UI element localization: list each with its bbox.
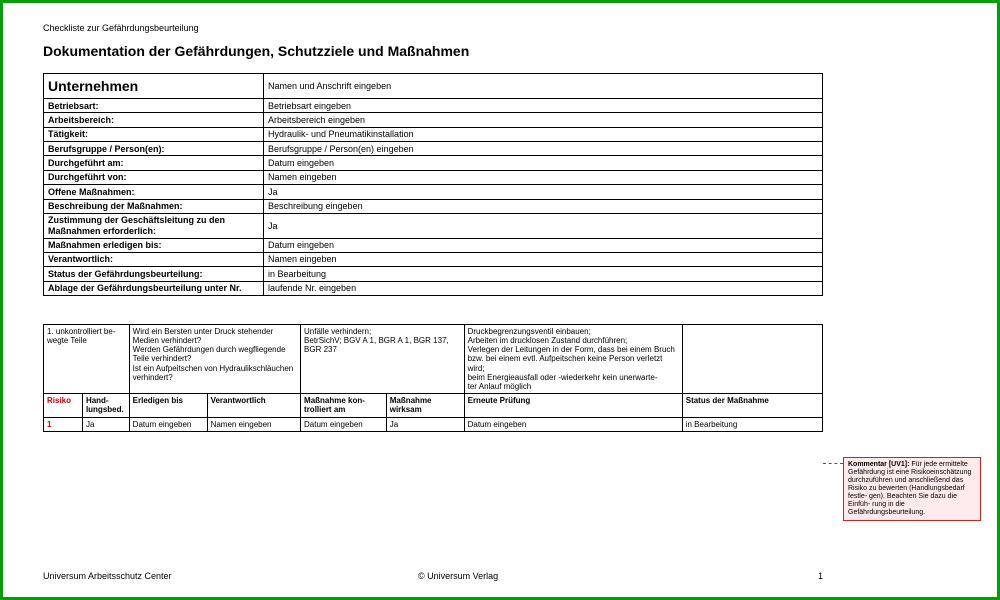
hazard-data-cell: Datum eingeben <box>129 417 207 431</box>
form-row-value: Datum eingeben <box>264 238 823 252</box>
hazard-table: 1. unkontrolliert be- wegte TeileWird ei… <box>43 324 823 432</box>
hazard-header-cell: Erneute Prüfung <box>464 394 682 417</box>
form-row-label: Verantwortlich: <box>44 252 264 266</box>
form-row-value: Namen eingeben <box>264 252 823 266</box>
hazard-data-cell: in Bearbeitung <box>682 417 822 431</box>
form-row-value: Beschreibung eingeben <box>264 199 823 213</box>
comment-box: Kommentar [UV1]: Für jede ermittelte Gef… <box>843 457 981 521</box>
form-row-value: Betriebsart eingeben <box>264 99 823 113</box>
form-row-label: Durchgeführt am: <box>44 156 264 170</box>
comment-leader-line <box>823 463 843 464</box>
footer-left: Universum Arbeitsschutz Center <box>43 571 418 581</box>
hazard-header-cell: Hand- lungsbed. <box>82 394 129 417</box>
form-row-label: Durchgeführt von: <box>44 170 264 184</box>
hazard-top-cell: 1. unkontrolliert be- wegte Teile <box>44 324 130 393</box>
hazard-data-cell: Ja <box>82 417 129 431</box>
document-page: Checkliste zur Gefährdungsbeurteilung Do… <box>43 23 823 432</box>
form-row-value: in Bearbeitung <box>264 267 823 281</box>
hazard-top-cell: Wird ein Bersten unter Druck stehender M… <box>129 324 300 393</box>
form-row-value: Berufsgruppe / Person(en) eingeben <box>264 142 823 156</box>
hazard-top-cell: Druckbegrenzungsventil einbauen; Arbeite… <box>464 324 682 393</box>
form-row-value: Datum eingeben <box>264 156 823 170</box>
hazard-header-cell: Maßnahme kon- trolliert am <box>301 394 387 417</box>
form-row-label: Status der Gefährdungsbeurteilung: <box>44 267 264 281</box>
form-row-label: Unternehmen <box>44 74 264 99</box>
form-row-value: Namen eingeben <box>264 170 823 184</box>
form-row-value: Arbeitsbereich eingeben <box>264 113 823 127</box>
comment-body: Für jede ermittelte Gefährdung ist eine … <box>848 461 971 516</box>
hazard-top-cell: Unfälle verhindern; BetrSichV; BGV A 1, … <box>301 324 465 393</box>
footer-page-number: 1 <box>793 571 823 581</box>
form-row-value: Namen und Anschrift eingeben <box>264 74 823 99</box>
pretitle: Checkliste zur Gefährdungsbeurteilung <box>43 23 823 33</box>
lower-section: 1. unkontrolliert be- wegte TeileWird ei… <box>43 324 823 432</box>
document-title: Dokumentation der Gefährdungen, Schutzzi… <box>43 43 823 59</box>
form-row-label: Arbeitsbereich: <box>44 113 264 127</box>
form-table: UnternehmenNamen und Anschrift eingebenB… <box>43 73 823 296</box>
form-row-value: Ja <box>264 213 823 238</box>
page-footer: Universum Arbeitsschutz Center © Univers… <box>43 571 823 581</box>
hazard-data-cell: Datum eingeben <box>464 417 682 431</box>
form-row-label: Zustimmung der Geschäftsleitung zu den M… <box>44 213 264 238</box>
hazard-header-cell: Status der Maßnahme <box>682 394 822 417</box>
hazard-header-cell: Verantwortlich <box>207 394 300 417</box>
form-row-label: Maßnahmen erledigen bis: <box>44 238 264 252</box>
form-row-value: Hydraulik- und Pneumatikinstallation <box>264 127 823 141</box>
footer-center: © Universum Verlag <box>418 571 793 581</box>
hazard-data-cell: Datum eingeben <box>301 417 387 431</box>
form-row-label: Offene Maßnahmen: <box>44 185 264 199</box>
form-row-value: Ja <box>264 185 823 199</box>
form-row-label: Beschreibung der Maßnahmen: <box>44 199 264 213</box>
hazard-header-cell: Erledigen bis <box>129 394 207 417</box>
form-row-label: Betriebsart: <box>44 99 264 113</box>
hazard-data-cell: 1 <box>44 417 83 431</box>
hazard-header-cell: Maßnahme wirksam <box>386 394 464 417</box>
form-row-label: Tätigkeit: <box>44 127 264 141</box>
hazard-header-cell: Risiko <box>44 394 83 417</box>
comment-title: Kommentar [UV1]: <box>848 461 909 468</box>
form-row-label: Berufsgruppe / Person(en): <box>44 142 264 156</box>
form-row-value: laufende Nr. eingeben <box>264 281 823 295</box>
hazard-data-cell: Namen eingeben <box>207 417 300 431</box>
hazard-data-cell: Ja <box>386 417 464 431</box>
form-row-label: Ablage der Gefährdungsbeurteilung unter … <box>44 281 264 295</box>
hazard-top-cell <box>682 324 822 393</box>
